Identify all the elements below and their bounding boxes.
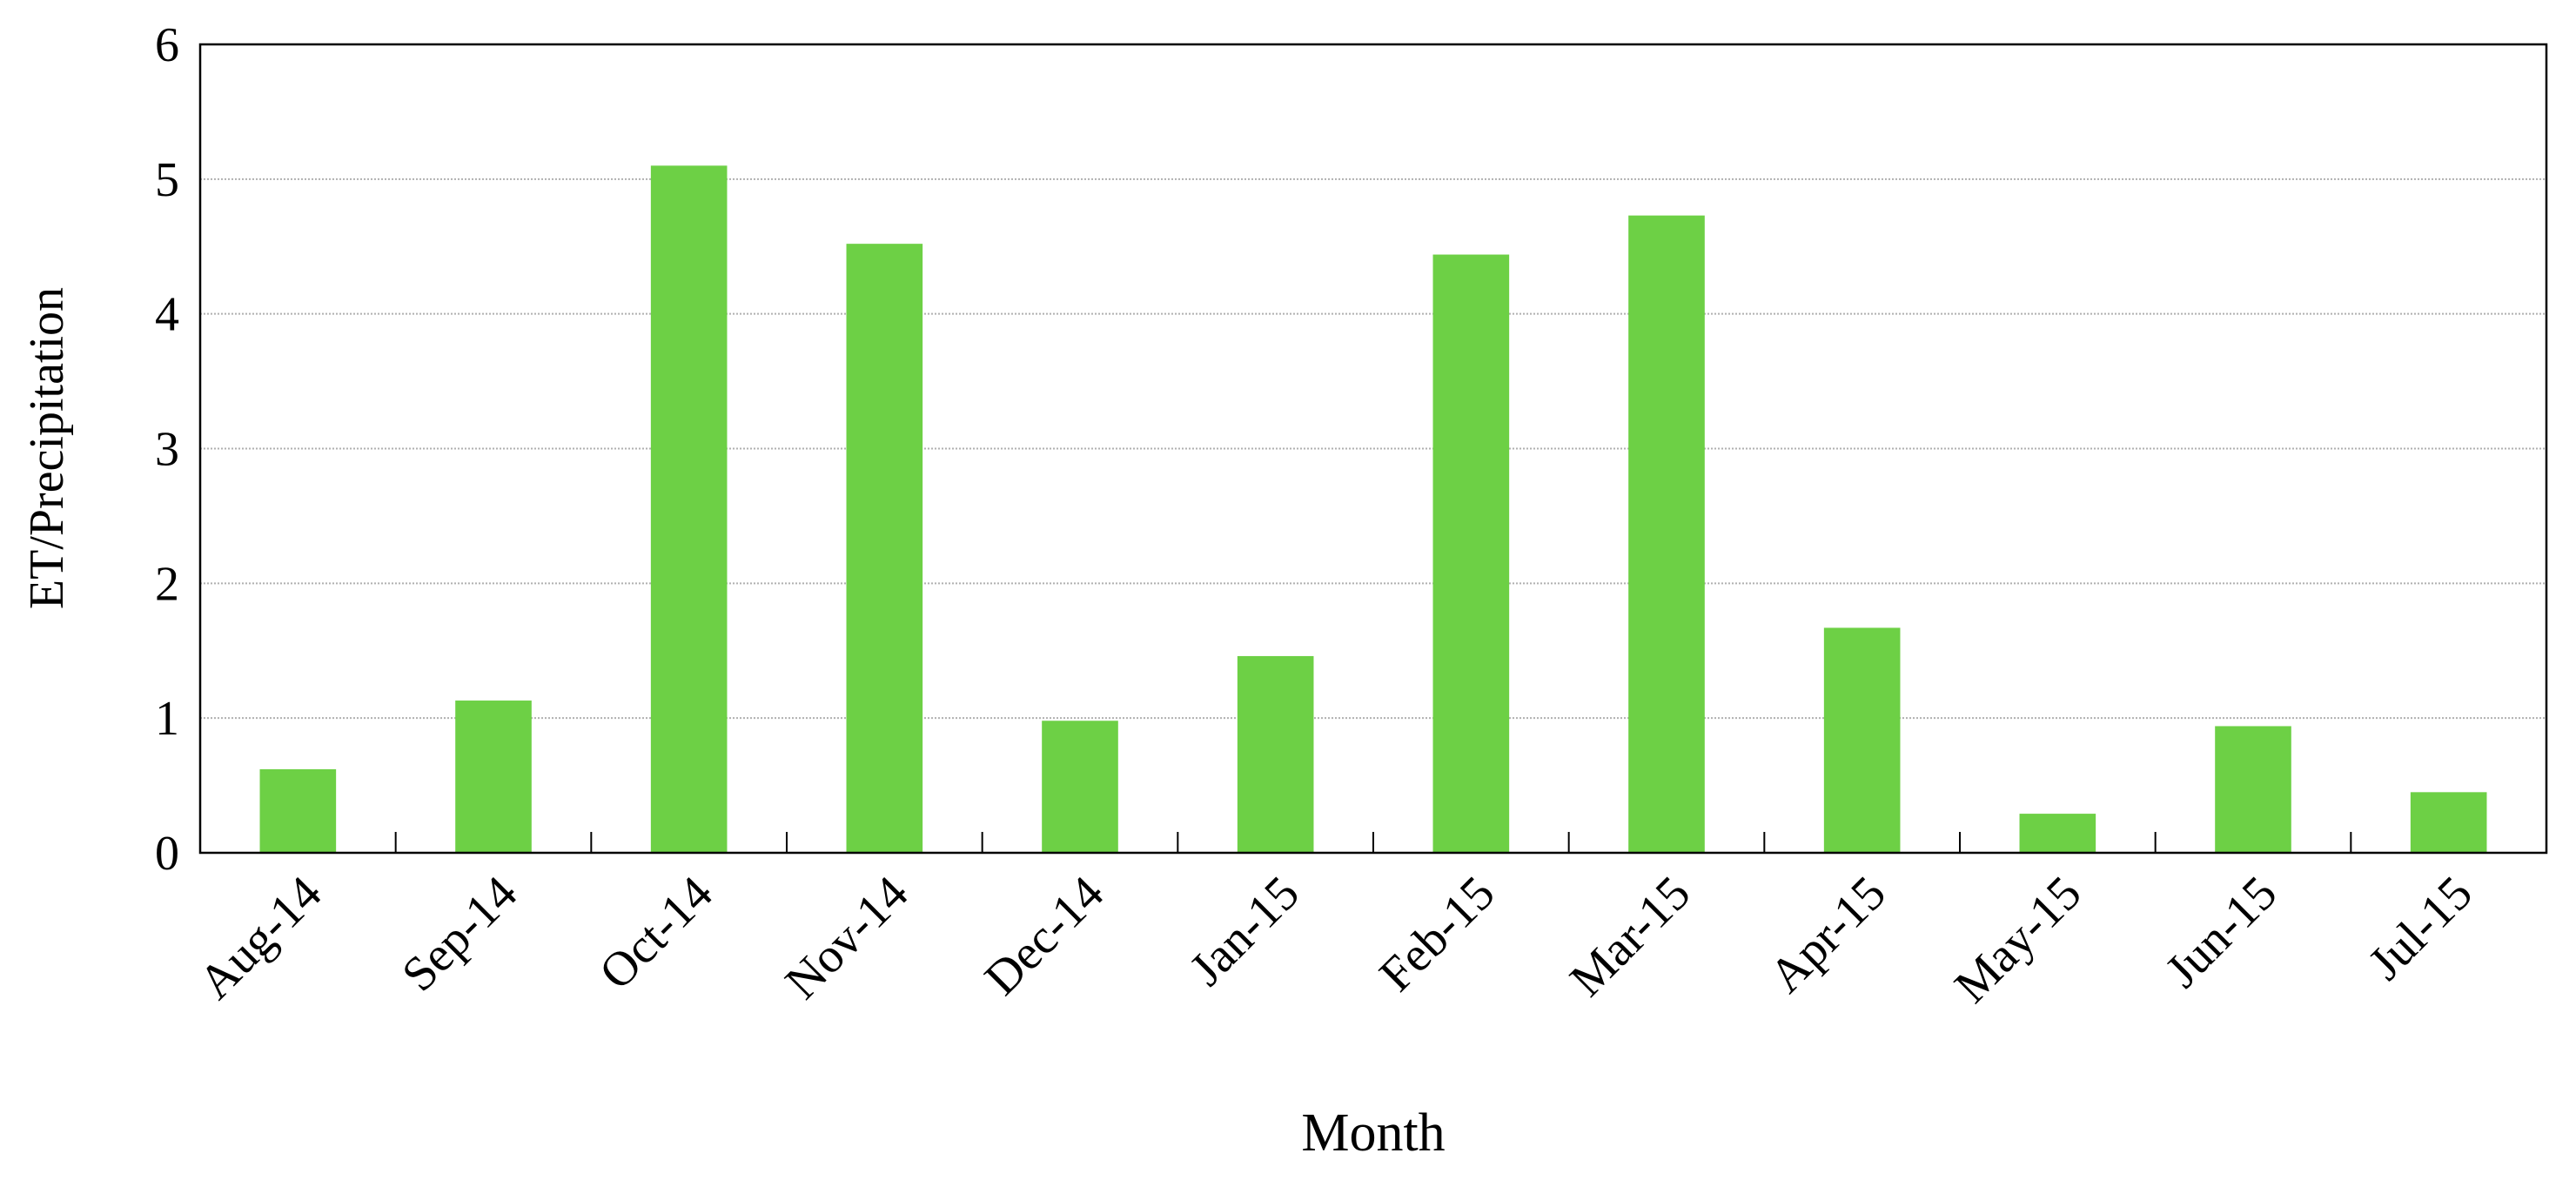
y-tick-label: 0 [155, 827, 179, 881]
bar [846, 244, 923, 853]
y-tick-label: 5 [155, 153, 179, 207]
x-tick-label: Aug-14 [189, 866, 332, 1009]
y-tick-label: 4 [155, 288, 179, 342]
y-tick-label: 1 [155, 692, 179, 746]
bar [2215, 726, 2291, 853]
x-tick-label: May-15 [1944, 866, 2091, 1013]
x-tick-label: Jun-15 [2156, 866, 2288, 998]
bar [1823, 627, 1901, 853]
bar [1237, 655, 1314, 853]
x-tick-label: Mar-15 [1560, 866, 1701, 1007]
y-tick-label: 3 [155, 423, 179, 477]
bar [650, 165, 728, 854]
x-tick-label: Jan-15 [1179, 866, 1309, 996]
x-tick-label: Oct-14 [589, 866, 723, 1000]
bar [2410, 792, 2487, 853]
bar [259, 769, 337, 853]
bar [2019, 814, 2096, 853]
x-tick-label: Apr-15 [1759, 866, 1895, 1002]
x-tick-label: Sep-14 [392, 866, 527, 1002]
plot-frame [198, 43, 2548, 855]
y-tick-label: 6 [155, 18, 179, 72]
x-tick-label: Dec-14 [975, 866, 1114, 1005]
bar [455, 701, 532, 853]
y-axis-label: ET/Precipitation [20, 287, 74, 609]
bar [1628, 215, 1705, 854]
x-tick-label: Feb-15 [1369, 866, 1505, 1002]
x-axis-label: Month [1301, 1103, 1445, 1163]
x-tick-label: Jul-15 [2358, 866, 2483, 990]
bar [1432, 254, 1510, 853]
x-tick-label: Nov-14 [775, 866, 919, 1009]
bar [1042, 721, 1118, 853]
y-tick-label: 2 [155, 557, 179, 611]
